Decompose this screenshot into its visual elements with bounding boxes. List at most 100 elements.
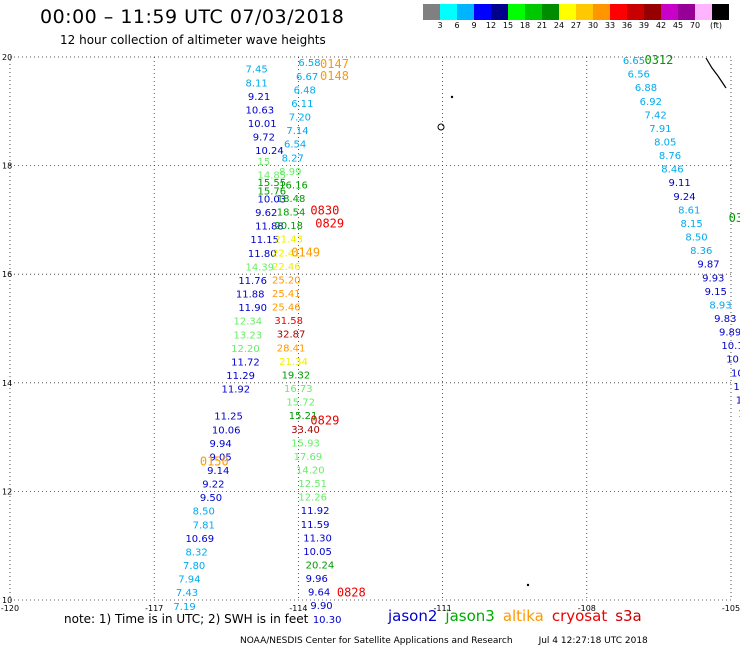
wave-height-label: 9.15	[705, 287, 727, 298]
wave-height-label: 16.16	[279, 180, 308, 191]
wave-height-label: 10.4	[738, 409, 740, 420]
wave-height-label: 8.11	[246, 78, 268, 89]
wave-height-label: 9.05	[209, 452, 231, 463]
color-swatch	[423, 4, 440, 20]
wave-height-label: 7.81	[193, 520, 215, 531]
color-swatch	[457, 4, 474, 20]
wave-height-label: 10.16	[731, 368, 740, 379]
wave-height-label: 12.51	[298, 479, 327, 490]
x-tick-label: -120	[1, 604, 19, 613]
wave-height-label: 28.41	[277, 343, 306, 354]
wave-height-label: 14.85	[258, 171, 287, 182]
color-swatch	[491, 4, 508, 20]
wave-height-label: 6.67	[296, 72, 318, 83]
page-title: 00:00 – 11:59 UTC 07/03/2018	[40, 6, 345, 28]
scale-tick-label: 33	[604, 21, 616, 30]
pass-time-label: 0149	[291, 245, 320, 259]
x-tick-label: -117	[145, 604, 163, 613]
scale-tick-label: 36	[621, 21, 633, 30]
wave-height-label: 8.05	[654, 138, 676, 149]
wave-height-label: 21.43	[274, 235, 303, 246]
wave-height-label: 25.20	[272, 275, 301, 286]
satellite-legend: jason2 jason3 altika cryosat s3a	[388, 607, 650, 625]
wave-height-label: 8.93	[709, 300, 731, 311]
wave-height-label: 17.69	[294, 452, 323, 463]
pass-time-label: 031	[729, 211, 740, 225]
color-scale-labels: 3 6 9 12 15 18 21 24 27 30 33 36 39 42 45 70 (ft)	[423, 21, 740, 31]
wave-height-label: 18.48	[277, 194, 306, 205]
wave-height-label: 8.99	[279, 167, 301, 178]
satellite-jason3: jason3	[445, 607, 495, 625]
wave-height-label: 7.20	[289, 113, 311, 124]
pass-time-label: 0312	[644, 53, 673, 67]
wave-height-label: 15.55	[258, 178, 287, 189]
wave-height-label: 8.15	[681, 219, 703, 230]
color-scale-legend	[423, 4, 729, 20]
wave-height-label: 7.91	[649, 124, 671, 135]
wave-height-label: 8.76	[659, 151, 681, 162]
wave-height-label: 11.88	[236, 290, 265, 301]
wave-height-label: 22.46	[272, 262, 301, 273]
wave-height-label: 14.39	[246, 262, 275, 273]
wave-height-label: 25.41	[272, 289, 301, 300]
color-swatch	[661, 4, 678, 20]
scale-tick-label: 27	[570, 21, 582, 30]
wave-height-label: 21.34	[279, 357, 308, 368]
wave-height-label: 7.80	[183, 561, 205, 572]
wave-height-label: 9.72	[253, 133, 275, 144]
scale-unit: (ft)	[709, 21, 723, 30]
x-tick-label: -108	[578, 604, 596, 613]
y-tick-label: 18	[2, 162, 12, 171]
satellite-cryosat: cryosat	[551, 607, 608, 625]
wave-height-label: 10.60	[736, 395, 740, 406]
generated-timestamp: Jul 4 12:27:18 UTC 2018	[538, 636, 648, 646]
scale-tick-label: 15	[502, 21, 514, 30]
wave-height-label: 10.63	[246, 105, 275, 116]
wave-height-label: 15	[258, 157, 271, 168]
color-swatch	[525, 4, 542, 20]
wave-height-label: 12.26	[298, 493, 327, 504]
wave-height-label: 11.72	[231, 357, 260, 368]
wave-height-label: 22.41	[272, 248, 301, 259]
wave-height-label: 15.76	[258, 186, 287, 197]
x-tick-label: -105	[722, 604, 740, 613]
wave-height-label: 8.46	[661, 165, 683, 176]
wave-height-label: 7.43	[176, 588, 198, 599]
wave-height-label: 9.83	[714, 314, 736, 325]
wave-height-label: 19.32	[282, 370, 311, 381]
scale-tick-label: 18	[519, 21, 531, 30]
wave-height-label: 8.50	[685, 233, 707, 244]
wave-height-label: 10.30	[313, 615, 342, 626]
y-tick-label: 10	[2, 596, 12, 605]
map-frame	[9, 56, 732, 601]
wave-height-label: 33.40	[291, 425, 320, 436]
pass-time-label: 0147	[320, 57, 349, 71]
wave-height-label: 14.20	[296, 465, 325, 476]
scale-tick-label: 39	[638, 21, 650, 30]
wave-height-label: 8.32	[185, 547, 207, 558]
scale-tick-label: 70	[689, 21, 701, 30]
x-tick-label: -114	[289, 604, 307, 613]
wave-height-label: 6.56	[628, 70, 650, 81]
wave-height-label: 8.36	[690, 246, 712, 257]
y-tick-label: 16	[2, 270, 12, 279]
wave-height-label: 9.89	[719, 328, 740, 339]
color-swatch	[678, 4, 695, 20]
wave-height-label: 9.62	[255, 208, 277, 219]
scale-tick-label: 42	[655, 21, 667, 30]
color-swatch	[644, 4, 661, 20]
wave-height-label: 10.05	[303, 547, 332, 558]
footer-note: note: 1) Time is in UTC; 2) SWH is in fe…	[64, 612, 309, 626]
y-tick-label: 14	[2, 379, 12, 388]
wave-height-label: 11.80	[248, 249, 277, 260]
scale-tick-label: 6	[454, 21, 460, 30]
wave-height-label: 7.45	[246, 65, 268, 76]
pass-time-label: 0829	[310, 414, 339, 428]
x-tick-label: -111	[434, 604, 452, 613]
pass-time-label: 0829	[315, 217, 344, 231]
wave-height-label: 9.24	[673, 192, 695, 203]
wave-height-label: 13.23	[234, 330, 263, 341]
wave-height-label: 6.92	[640, 97, 662, 108]
wave-height-label: 7.42	[644, 110, 666, 121]
wave-height-label: 9.87	[697, 260, 719, 271]
